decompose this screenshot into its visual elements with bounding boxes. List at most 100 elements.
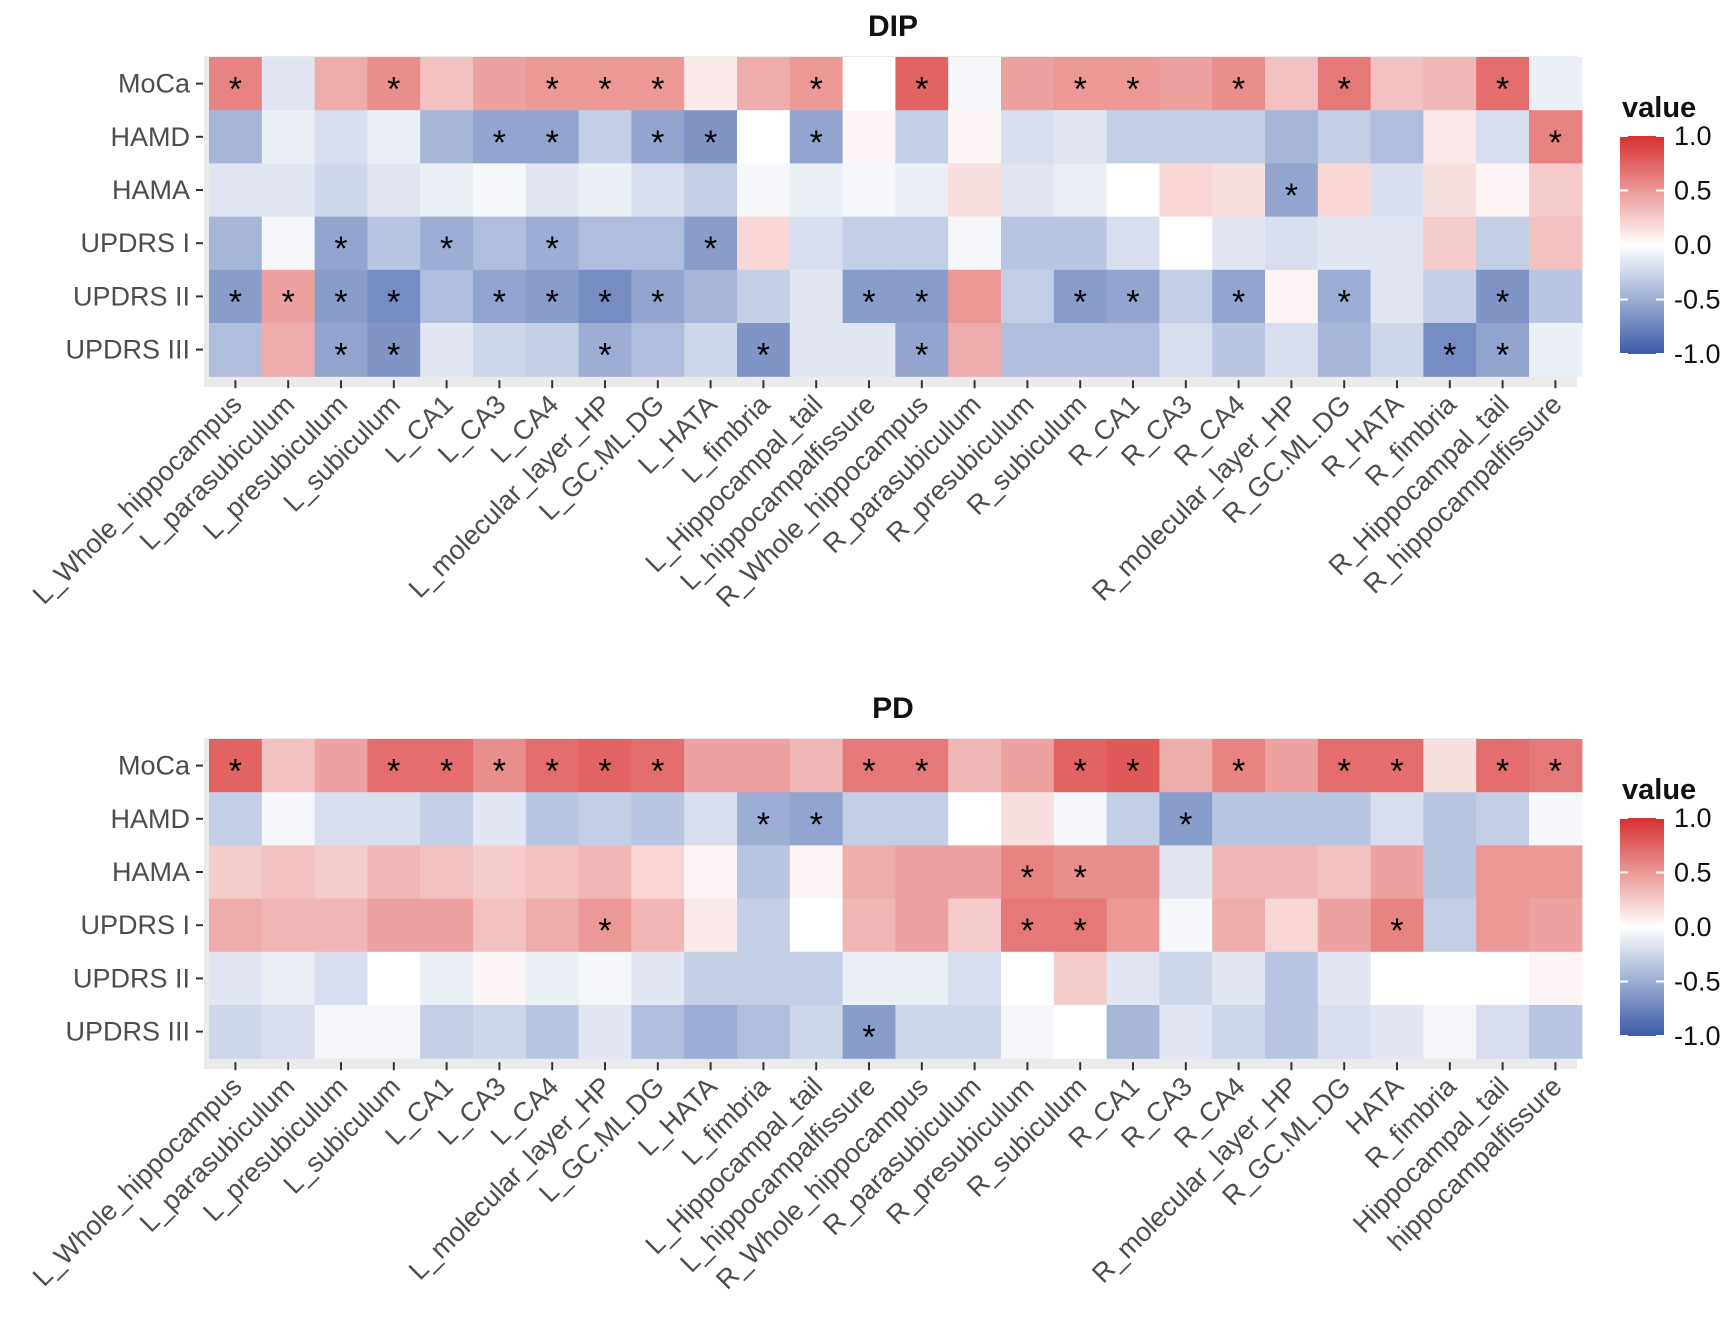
heatmap-cell bbox=[1053, 216, 1108, 271]
heatmap-cell bbox=[1001, 269, 1055, 324]
significance-star: * bbox=[334, 337, 347, 375]
heatmap-cell bbox=[420, 57, 474, 111]
heatmap-cell bbox=[261, 739, 316, 793]
significance-star: * bbox=[546, 753, 559, 791]
heatmap-cell bbox=[1476, 739, 1530, 793]
heatmap-cell bbox=[1053, 1005, 1108, 1059]
heatmap-cell bbox=[367, 269, 421, 324]
heatmap-cell bbox=[314, 898, 368, 953]
heatmap-cell bbox=[209, 951, 263, 1006]
significance-star: * bbox=[229, 753, 242, 791]
significance-star: * bbox=[546, 71, 559, 109]
heatmap-cell bbox=[473, 739, 527, 793]
heatmap-cell bbox=[895, 269, 949, 324]
heatmap-cell bbox=[789, 951, 844, 1006]
heatmap-cell bbox=[473, 323, 527, 377]
significance-star: * bbox=[1074, 859, 1087, 897]
heatmap-cell bbox=[1423, 57, 1477, 111]
heatmap-cell bbox=[1106, 163, 1160, 218]
heatmap-cell bbox=[1476, 1005, 1530, 1059]
heatmap-cell bbox=[1106, 1005, 1160, 1059]
heatmap-cell bbox=[631, 951, 685, 1006]
significance-star: * bbox=[334, 283, 347, 321]
heatmap-cell bbox=[1212, 792, 1266, 846]
significance-stars-dip: * * * * * * * * * * * * * * * * * * * * * * * * * * * * * * * * * * * * * * * *… bbox=[229, 71, 1562, 375]
heatmap-cell bbox=[842, 269, 896, 324]
legend-tick-label: 0.0 bbox=[1674, 230, 1712, 260]
heatmap-cell bbox=[789, 163, 844, 218]
heatmap-cell bbox=[1317, 163, 1372, 218]
heatmap-cell bbox=[948, 845, 1002, 900]
heatmap-cell bbox=[895, 845, 949, 900]
heatmap-cell bbox=[1529, 269, 1583, 324]
heatmap-cell bbox=[525, 57, 580, 111]
heatmap-cell bbox=[209, 845, 263, 900]
heatmap-cell bbox=[1529, 792, 1583, 846]
heatmap-cell bbox=[842, 898, 896, 953]
heatmap-cell bbox=[684, 323, 738, 377]
legend-title: value bbox=[1622, 774, 1696, 806]
heatmap-cell bbox=[1212, 323, 1266, 377]
heatmap-cell bbox=[1529, 110, 1583, 164]
heatmap-cell bbox=[1159, 951, 1213, 1006]
heatmap-cell bbox=[367, 323, 421, 377]
legend-ticks-pd: 1.0 0.5 0.0 -0.5 -1.0 bbox=[1620, 803, 1721, 1051]
heatmap-cell bbox=[948, 323, 1002, 377]
heatmap-cell bbox=[1423, 323, 1477, 377]
heatmap-cell bbox=[1423, 163, 1477, 218]
heatmap-cell bbox=[209, 1005, 263, 1059]
heatmap-cell bbox=[1212, 898, 1266, 953]
legend-tick-label: -1.0 bbox=[1674, 339, 1721, 369]
heatmap-cell bbox=[209, 323, 263, 377]
heatmap-cell bbox=[737, 898, 791, 953]
heatmap-cell bbox=[842, 792, 896, 846]
significance-star: * bbox=[1549, 124, 1562, 162]
heatmap-cell bbox=[578, 216, 632, 271]
significance-star: * bbox=[546, 230, 559, 268]
heatmap-cell bbox=[789, 323, 844, 377]
heatmap-cell bbox=[420, 951, 474, 1006]
heatmap-cell bbox=[314, 323, 368, 377]
significance-star: * bbox=[810, 124, 823, 162]
heatmap-cell bbox=[1370, 110, 1424, 164]
heatmap-cells-pd bbox=[209, 739, 1583, 1059]
heatmap-cell bbox=[1476, 57, 1530, 111]
significance-star: * bbox=[546, 124, 559, 162]
heatmap-cell bbox=[631, 739, 685, 793]
heatmap-cell bbox=[737, 845, 791, 900]
heatmap-cell bbox=[1106, 269, 1160, 324]
panel-title-dip: DIP bbox=[868, 10, 918, 43]
row-label: UPDRS III bbox=[65, 335, 190, 365]
significance-star: * bbox=[440, 230, 453, 268]
heatmap-cell bbox=[684, 898, 738, 953]
heatmap-cell bbox=[420, 898, 474, 953]
heatmap-cell bbox=[1001, 951, 1055, 1006]
heatmap-cell bbox=[314, 269, 368, 324]
heatmap-cell bbox=[684, 739, 738, 793]
significance-star: * bbox=[493, 283, 506, 321]
significance-star: * bbox=[1021, 912, 1034, 950]
heatmap-cell bbox=[1265, 269, 1319, 324]
heatmap-cell bbox=[1001, 898, 1055, 953]
heatmap-cell bbox=[1265, 216, 1319, 271]
legend-pd: value 1.0 0.5 0.0 -0.5 -1.0 bbox=[1620, 774, 1721, 1051]
legend-tick-label: 1.0 bbox=[1674, 121, 1712, 151]
heatmap-cell bbox=[895, 323, 949, 377]
significance-star: * bbox=[1021, 859, 1034, 897]
heatmap-cell bbox=[525, 110, 580, 164]
heatmap-cell bbox=[1053, 898, 1108, 953]
heatmap-cell bbox=[1423, 1005, 1477, 1059]
heatmap-cell bbox=[420, 163, 474, 218]
heatmap-cell bbox=[1423, 269, 1477, 324]
significance-star: * bbox=[1074, 283, 1087, 321]
heatmap-cell bbox=[1053, 269, 1108, 324]
heatmap-cell bbox=[1053, 163, 1108, 218]
heatmap-cell bbox=[420, 323, 474, 377]
significance-star: * bbox=[1338, 753, 1351, 791]
significance-star: * bbox=[862, 1019, 875, 1057]
heatmap-cell bbox=[525, 1005, 580, 1059]
heatmap-cell bbox=[314, 951, 368, 1006]
heatmap-cell bbox=[1529, 898, 1583, 953]
heatmap-cell bbox=[578, 898, 632, 953]
heatmap-cell bbox=[1529, 216, 1583, 271]
